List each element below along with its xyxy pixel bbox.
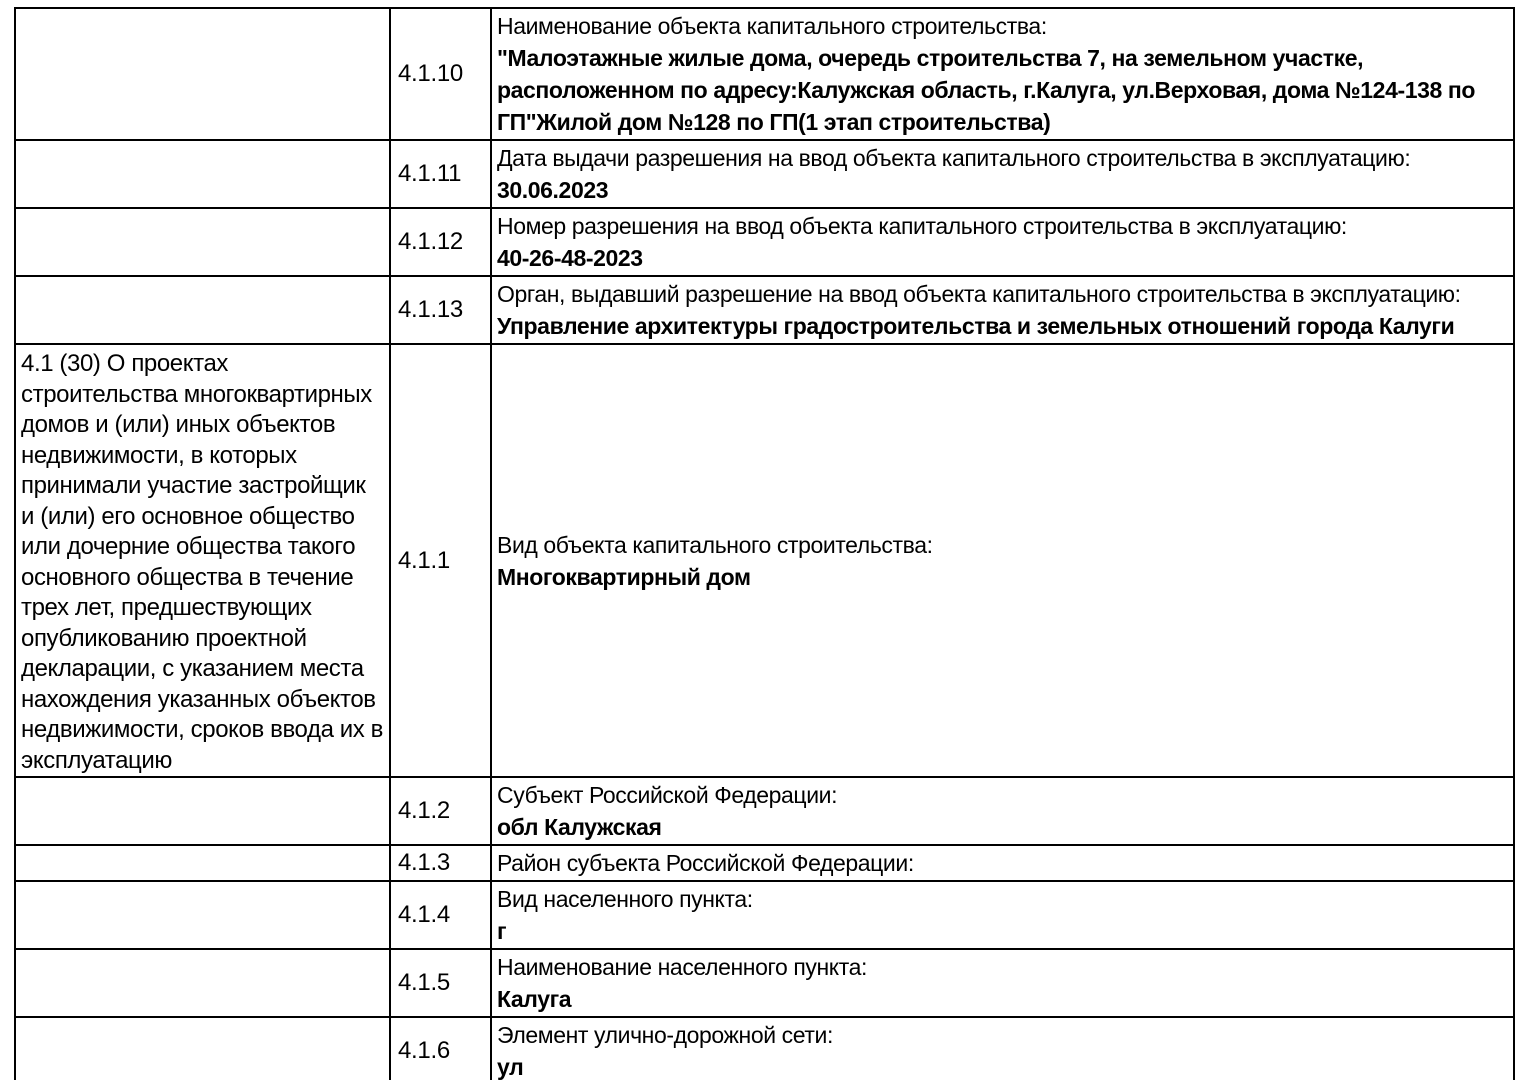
row-code: 4.1.1: [389, 343, 492, 778]
table-row: 4.1.4 Вид населенного пункта: г: [14, 880, 1515, 950]
field-label: Вид объекта капитального строительства:: [497, 531, 933, 558]
note-cell-empty: [14, 948, 391, 1018]
row-code: 4.1.3: [389, 844, 492, 882]
field-cell: Наименование населенного пункта: Калуга: [490, 948, 1515, 1018]
table-row: 4.1.13 Орган, выдавший разрешение на вво…: [14, 275, 1515, 345]
row-code: 4.1.12: [389, 207, 492, 277]
table-row: 4.1 (30) О проектах строительства многок…: [14, 343, 1515, 778]
field-cell: Элемент улично-дорожной сети: ул: [490, 1016, 1515, 1080]
field-value: ул: [497, 1054, 524, 1080]
note-cell-empty: [14, 1016, 391, 1080]
field-cell: Орган, выдавший разрешение на ввод объек…: [490, 275, 1515, 345]
row-code: 4.1.13: [389, 275, 492, 345]
field-label: Вид населенного пункта:: [497, 886, 753, 912]
table-row: 4.1.2 Субъект Российской Федерации: обл …: [14, 776, 1515, 846]
field-cell: Вид объекта капитального строительства: …: [490, 343, 1515, 778]
field-label: Район субъекта Российской Федерации:: [497, 850, 914, 876]
field-label: Наименование населенного пункта:: [497, 954, 867, 980]
field-value: Многоквартирный дом: [497, 563, 751, 590]
note-cell-empty: [14, 7, 391, 141]
project-declaration-table: 4.1.10 Наименование объекта капитального…: [14, 7, 1515, 1080]
field-value: Калуга: [497, 986, 572, 1012]
note-cell-empty: [14, 776, 391, 846]
field-value: "Малоэтажные жилые дома, очередь строите…: [497, 45, 1476, 135]
field-value: обл Калужская: [497, 814, 662, 840]
field-cell: Номер разрешения на ввод объекта капитал…: [490, 207, 1515, 277]
table-row: 4.1.12 Номер разрешения на ввод объекта …: [14, 207, 1515, 277]
row-code: 4.1.11: [389, 139, 492, 209]
table-row: 4.1.5 Наименование населенного пункта: К…: [14, 948, 1515, 1018]
section-note: 4.1 (30) О проектах строительства многок…: [14, 343, 391, 778]
row-code: 4.1.10: [389, 7, 492, 141]
note-cell-empty: [14, 207, 391, 277]
field-label: Номер разрешения на ввод объекта капитал…: [497, 213, 1347, 239]
field-cell: Дата выдачи разрешения на ввод объекта к…: [490, 139, 1515, 209]
field-label: Орган, выдавший разрешение на ввод объек…: [497, 281, 1461, 307]
field-cell: Субъект Российской Федерации: обл Калужс…: [490, 776, 1515, 846]
field-cell: Район субъекта Российской Федерации:: [490, 844, 1515, 882]
row-code: 4.1.2: [389, 776, 492, 846]
table-row: 4.1.10 Наименование объекта капитального…: [14, 7, 1515, 141]
field-label: Дата выдачи разрешения на ввод объекта к…: [497, 145, 1411, 171]
field-cell: Наименование объекта капитального строит…: [490, 7, 1515, 141]
note-cell-empty: [14, 844, 391, 882]
table-row: 4.1.3 Район субъекта Российской Федераци…: [14, 844, 1515, 882]
field-label: Наименование объекта капитального строит…: [497, 13, 1047, 39]
note-cell-empty: [14, 275, 391, 345]
note-cell-empty: [14, 880, 391, 950]
row-code: 4.1.5: [389, 948, 492, 1018]
field-value: г: [497, 918, 507, 944]
field-cell: Вид населенного пункта: г: [490, 880, 1515, 950]
row-code: 4.1.4: [389, 880, 492, 950]
field-label: Элемент улично-дорожной сети:: [497, 1022, 833, 1048]
row-code: 4.1.6: [389, 1016, 492, 1080]
table-row: 4.1.6 Элемент улично-дорожной сети: ул: [14, 1016, 1515, 1080]
field-value: Управление архитектуры градостроительств…: [497, 313, 1455, 339]
field-value: 30.06.2023: [497, 177, 609, 203]
field-label: Субъект Российской Федерации:: [497, 782, 838, 808]
note-cell-empty: [14, 139, 391, 209]
table-row: 4.1.11 Дата выдачи разрешения на ввод об…: [14, 139, 1515, 209]
field-value: 40-26-48-2023: [497, 245, 643, 271]
